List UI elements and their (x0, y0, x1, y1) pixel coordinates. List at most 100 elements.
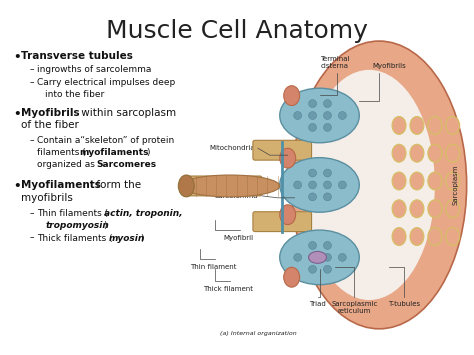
Ellipse shape (410, 116, 424, 134)
Ellipse shape (428, 200, 442, 218)
Ellipse shape (428, 116, 442, 134)
Text: Muscle Cell Anatomy: Muscle Cell Anatomy (106, 19, 368, 43)
Text: actin, troponin,: actin, troponin, (104, 209, 182, 218)
Text: •: • (13, 180, 21, 193)
Text: Transverse tubules: Transverse tubules (21, 51, 133, 61)
Ellipse shape (410, 200, 424, 218)
Ellipse shape (446, 144, 460, 162)
Text: •: • (13, 108, 21, 121)
Text: Sarcoplasm: Sarcoplasm (453, 165, 459, 205)
Text: •: • (13, 51, 21, 64)
Text: ): ) (141, 234, 144, 242)
Circle shape (309, 253, 317, 261)
Circle shape (294, 253, 301, 261)
Ellipse shape (410, 172, 424, 190)
Text: tropomyosin: tropomyosin (45, 221, 109, 230)
Circle shape (309, 111, 317, 120)
Ellipse shape (180, 175, 280, 197)
Text: Myofibrils: Myofibrils (372, 63, 406, 69)
Text: Contain a“skeleton” of protein: Contain a“skeleton” of protein (37, 136, 174, 145)
Text: ingrowths of sarcolemma: ingrowths of sarcolemma (37, 65, 152, 74)
Circle shape (309, 181, 317, 189)
Text: Mitochondria: Mitochondria (209, 145, 255, 151)
Text: –: – (29, 78, 34, 87)
Ellipse shape (446, 200, 460, 218)
FancyBboxPatch shape (253, 140, 311, 160)
Text: Terminal
cisterna: Terminal cisterna (319, 56, 349, 69)
Circle shape (294, 181, 301, 189)
Circle shape (309, 100, 317, 108)
Ellipse shape (284, 86, 300, 105)
Ellipse shape (280, 205, 296, 225)
Ellipse shape (392, 172, 406, 190)
Text: filaments (: filaments ( (37, 148, 86, 157)
Ellipse shape (446, 228, 460, 245)
Ellipse shape (428, 228, 442, 245)
Text: –: – (29, 136, 34, 145)
Circle shape (338, 181, 346, 189)
Text: Thin filament: Thin filament (190, 264, 237, 270)
Ellipse shape (280, 230, 359, 285)
Text: of the fiber: of the fiber (21, 120, 79, 130)
Text: ): ) (146, 148, 150, 157)
Circle shape (338, 111, 346, 120)
Ellipse shape (280, 158, 359, 212)
Text: organized as: organized as (37, 160, 98, 169)
Text: Myofibril: Myofibril (223, 235, 253, 241)
Text: within sarcoplasm: within sarcoplasm (78, 108, 176, 118)
Text: myofilaments: myofilaments (79, 148, 148, 157)
Ellipse shape (392, 200, 406, 218)
Ellipse shape (446, 172, 460, 190)
Text: myofibrils: myofibrils (21, 193, 73, 203)
Text: Sarcolemma: Sarcolemma (214, 193, 258, 199)
Ellipse shape (392, 116, 406, 134)
Ellipse shape (392, 144, 406, 162)
Circle shape (323, 124, 331, 131)
Circle shape (323, 193, 331, 201)
Circle shape (309, 241, 317, 250)
Text: Sarcomeres: Sarcomeres (97, 160, 157, 169)
Circle shape (309, 169, 317, 177)
Ellipse shape (280, 88, 359, 143)
Ellipse shape (428, 144, 442, 162)
Ellipse shape (446, 116, 460, 134)
Ellipse shape (292, 41, 466, 329)
Text: Carry electrical impulses deep: Carry electrical impulses deep (37, 78, 175, 87)
Circle shape (309, 124, 317, 131)
FancyBboxPatch shape (253, 212, 311, 231)
Circle shape (309, 265, 317, 273)
Text: Thick filaments (: Thick filaments ( (37, 234, 113, 242)
Circle shape (323, 169, 331, 177)
Text: myosin: myosin (109, 234, 145, 242)
FancyBboxPatch shape (183, 176, 262, 196)
Text: form the: form the (93, 180, 141, 190)
Ellipse shape (428, 172, 442, 190)
Circle shape (294, 111, 301, 120)
Ellipse shape (410, 228, 424, 245)
Text: Sarcoplasmic
reticulum: Sarcoplasmic reticulum (331, 301, 377, 314)
Ellipse shape (280, 148, 296, 168)
Text: into the fiber: into the fiber (45, 90, 104, 99)
Text: Myofilaments: Myofilaments (21, 180, 101, 190)
Text: ): ) (103, 221, 106, 230)
Text: Myofibrils: Myofibrils (21, 108, 80, 118)
Text: (a) Internal organization: (a) Internal organization (219, 331, 296, 336)
Text: Triad: Triad (309, 301, 326, 307)
Ellipse shape (178, 175, 194, 197)
Circle shape (338, 253, 346, 261)
Circle shape (323, 253, 331, 261)
Circle shape (323, 111, 331, 120)
Circle shape (309, 193, 317, 201)
Text: Thin filaments (: Thin filaments ( (37, 209, 108, 218)
Ellipse shape (309, 251, 327, 263)
Ellipse shape (410, 144, 424, 162)
Circle shape (323, 100, 331, 108)
Circle shape (323, 241, 331, 250)
Ellipse shape (284, 267, 300, 287)
Text: T-tubules: T-tubules (388, 301, 420, 307)
Ellipse shape (304, 70, 435, 300)
Text: –: – (29, 209, 34, 218)
Text: Thick filament: Thick filament (203, 286, 253, 292)
Circle shape (323, 181, 331, 189)
Text: –: – (29, 234, 34, 242)
